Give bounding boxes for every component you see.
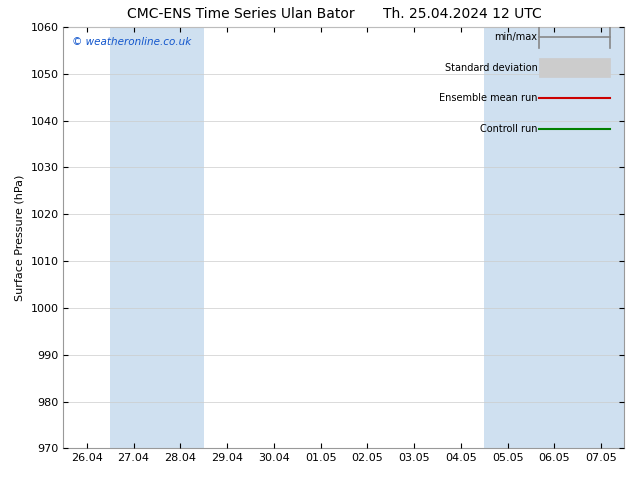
Text: min/max: min/max xyxy=(495,32,538,43)
Text: Controll run: Controll run xyxy=(480,123,538,133)
Text: Ensemble mean run: Ensemble mean run xyxy=(439,93,538,103)
Bar xyxy=(484,27,578,448)
Text: Th. 25.04.2024 12 UTC: Th. 25.04.2024 12 UTC xyxy=(384,7,542,22)
Text: Standard deviation: Standard deviation xyxy=(444,63,538,73)
Bar xyxy=(110,27,204,448)
Text: © weatheronline.co.uk: © weatheronline.co.uk xyxy=(72,38,191,48)
Y-axis label: Surface Pressure (hPa): Surface Pressure (hPa) xyxy=(15,174,25,301)
Bar xyxy=(578,27,624,448)
Text: CMC-ENS Time Series Ulan Bator: CMC-ENS Time Series Ulan Bator xyxy=(127,7,355,22)
Bar xyxy=(539,58,611,77)
